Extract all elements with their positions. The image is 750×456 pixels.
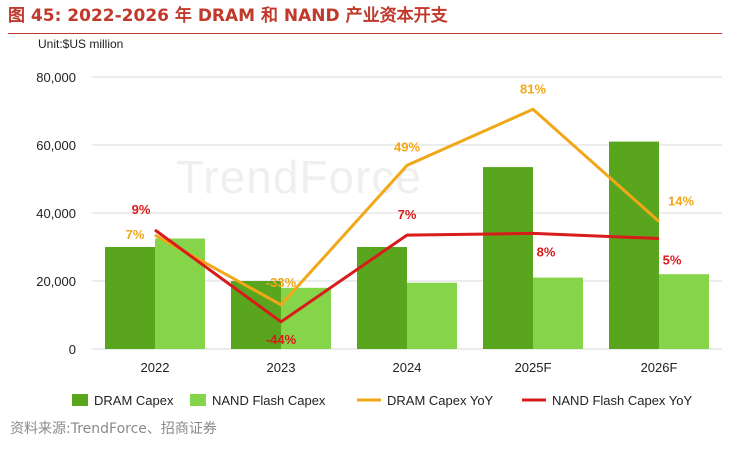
x-tick-label: 2025F xyxy=(515,360,552,375)
y-tick-label: 0 xyxy=(69,342,76,357)
y-tick-label: 20,000 xyxy=(36,274,76,289)
dram-capex-bar xyxy=(357,247,407,349)
y-tick-label: 60,000 xyxy=(36,138,76,153)
source-note: 资料来源:TrendForce、招商证券 xyxy=(10,421,217,437)
title-divider xyxy=(8,33,722,34)
unit-label: Unit:$US million xyxy=(38,37,124,51)
dram-capex-bar xyxy=(483,167,533,349)
x-tick-label: 2024 xyxy=(393,360,422,375)
x-tick-label: 2023 xyxy=(267,360,296,375)
nand-capex-bar xyxy=(659,274,709,349)
nand-capex-bar xyxy=(533,277,583,349)
dram-capex-bar xyxy=(609,141,659,349)
nand-yoy-data-label: 7% xyxy=(398,207,417,222)
nand-capex-bar xyxy=(155,238,205,349)
dram-yoy-data-label: 81% xyxy=(520,81,546,96)
dram-yoy-data-label: 49% xyxy=(394,139,420,154)
dram-capex-bar xyxy=(105,247,155,349)
nand-capex-bar xyxy=(281,287,331,349)
dram-yoy-line xyxy=(154,107,660,307)
legend-dram-capex-label: DRAM Capex xyxy=(94,393,174,408)
y-tick-label: 80,000 xyxy=(36,70,76,85)
nand-yoy-data-label: 8% xyxy=(537,244,556,259)
y-tick-label: 40,000 xyxy=(36,206,76,221)
chart-title: 图 45: 2022-2026 年 DRAM 和 NAND 产业资本开支 xyxy=(8,6,448,26)
x-tick-label: 2022 xyxy=(141,360,170,375)
dram-yoy-data-label: -33% xyxy=(266,275,297,290)
dram-yoy-data-label: 14% xyxy=(668,194,694,209)
nand-capex-bar xyxy=(407,282,457,349)
nand-yoy-line xyxy=(154,228,660,324)
dram-yoy-data-label: 7% xyxy=(126,227,145,242)
nand-yoy-data-label: -44% xyxy=(266,332,297,347)
nand-yoy-data-label: 5% xyxy=(663,253,682,268)
x-tick-label: 2026F xyxy=(641,360,678,375)
nand-yoy-data-label: 9% xyxy=(132,202,151,217)
legend-nand-capex-label: NAND Flash Capex xyxy=(212,393,326,408)
legend-nand-capex-swatch xyxy=(190,394,206,406)
legend-dram-yoy-label: DRAM Capex YoY xyxy=(387,393,494,408)
legend-nand-yoy-label: NAND Flash Capex YoY xyxy=(552,393,693,408)
legend-dram-capex-swatch xyxy=(72,394,88,406)
